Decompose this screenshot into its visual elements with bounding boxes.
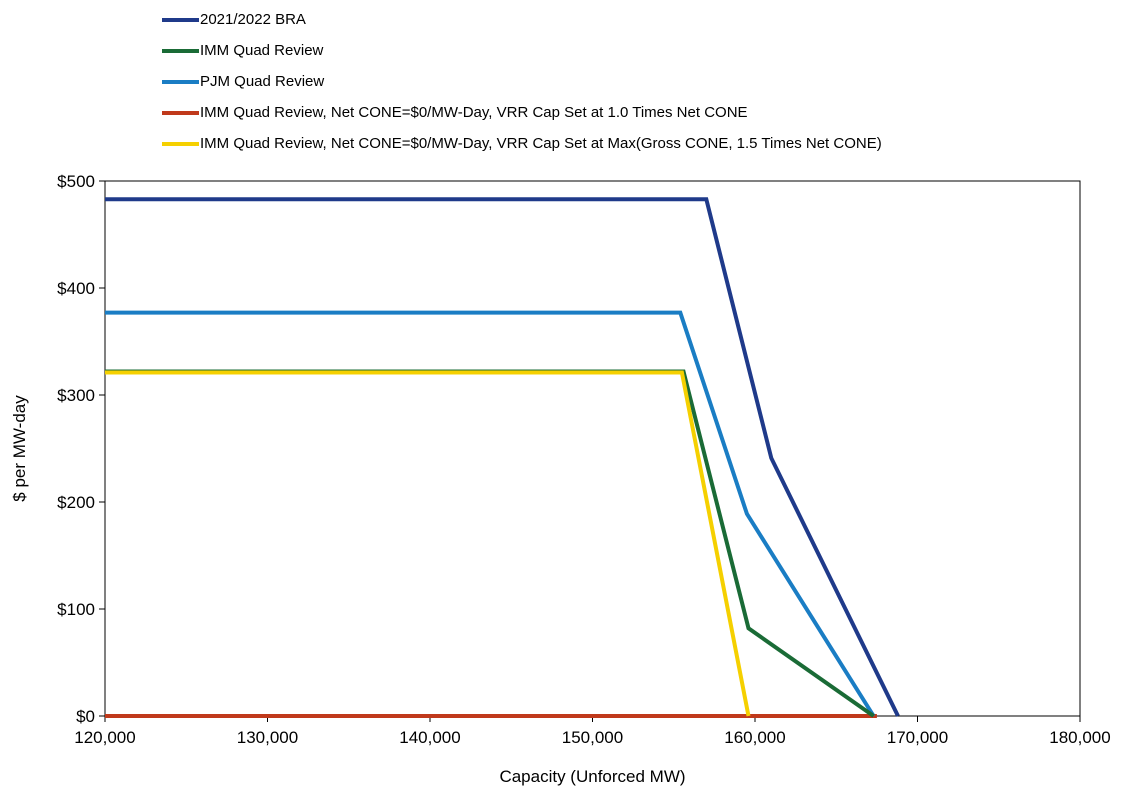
legend-item-imm-net-cone-max: IMM Quad Review, Net CONE=$0/MW-Day, VRR… [162, 128, 882, 159]
x-tick-label: 160,000 [724, 728, 785, 747]
y-tick-label: $500 [57, 172, 95, 191]
y-axis-ticks: $0 $100 $200 $300 $400 $500 [57, 172, 105, 726]
legend-item-2021-2022-bra: 2021/2022 BRA [162, 4, 882, 35]
legend-label: IMM Quad Review [200, 42, 324, 59]
y-tick-label: $200 [57, 493, 95, 512]
x-axis-ticks: 120,000 130,000 140,000 150,000 160,000 170,0… [74, 716, 1111, 747]
legend-label: IMM Quad Review, Net CONE=$0/MW-Day, VRR… [200, 135, 882, 152]
x-tick-label: 150,000 [562, 728, 623, 747]
y-tick-label: $100 [57, 600, 95, 619]
legend-swatch [162, 48, 199, 53]
series-line [105, 310, 876, 718]
legend-label: IMM Quad Review, Net CONE=$0/MW-Day, VRR… [200, 104, 748, 121]
x-tick-label: 140,000 [399, 728, 460, 747]
legend-swatch [162, 141, 199, 146]
chart-legend: 2021/2022 BRA IMM Quad Review PJM Quad R… [162, 4, 882, 159]
y-tick-label: $400 [57, 279, 95, 298]
y-tick-label: $0 [76, 707, 95, 726]
series-line [105, 197, 900, 717]
y-tick-label: $300 [57, 386, 95, 405]
plot-area-frame [104, 180, 1081, 717]
legend-label: PJM Quad Review [200, 73, 325, 90]
x-tick-label: 130,000 [237, 728, 298, 747]
legend-item-imm-quad-review: IMM Quad Review [162, 35, 882, 66]
series-line [105, 369, 875, 718]
legend-swatch [162, 17, 199, 22]
legend-item-pjm-quad-review: PJM Quad Review [162, 66, 882, 97]
legend-swatch [162, 79, 199, 84]
x-tick-label: 180,000 [1049, 728, 1110, 747]
x-tick-label: 120,000 [74, 728, 135, 747]
x-axis-title: Capacity (Unforced MW) [499, 767, 685, 786]
series-lines [105, 197, 900, 718]
series-line [105, 370, 751, 717]
y-axis-title: $ per MW-day [10, 395, 29, 502]
legend-swatch [162, 110, 199, 115]
legend-label: 2021/2022 BRA [200, 11, 306, 28]
legend-item-imm-net-cone-1x: IMM Quad Review, Net CONE=$0/MW-Day, VRR… [162, 97, 882, 128]
x-tick-label: 170,000 [887, 728, 948, 747]
